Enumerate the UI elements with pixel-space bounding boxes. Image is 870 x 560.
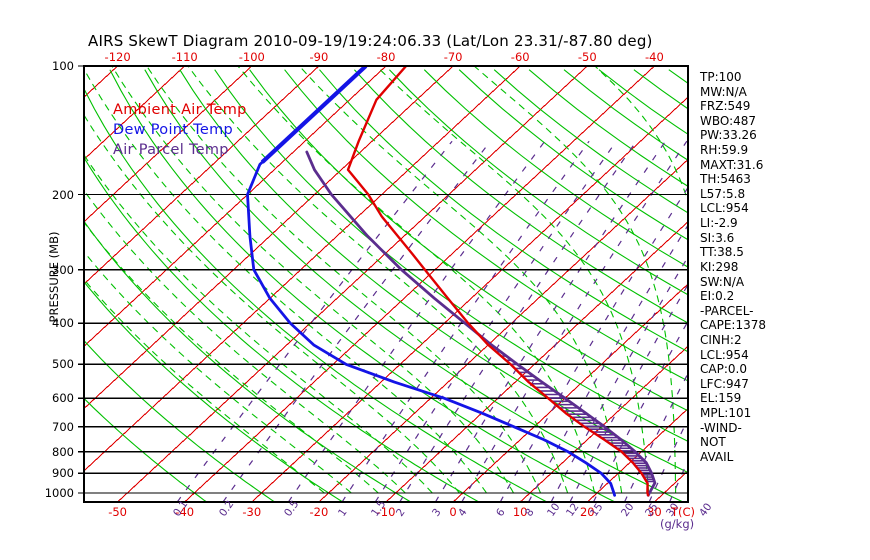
- sounding-index-row: MPL:101: [700, 406, 752, 421]
- mixing-ratio-axis-title: (g/kg): [660, 517, 695, 531]
- pressure-tick: 1000: [44, 486, 74, 500]
- legend-dew-point-temp: Dew Point Temp: [113, 122, 234, 138]
- sounding-index-row: LFC:947: [700, 376, 749, 391]
- bottom-temp-tick: 0: [449, 505, 457, 519]
- sounding-index-row: CINH:2: [700, 332, 742, 347]
- top-temp-tick: -60: [510, 50, 530, 64]
- sounding-index-row: TH:5463: [700, 172, 751, 187]
- sounding-index-row: AVAIL: [700, 449, 734, 464]
- pressure-tick: 200: [52, 187, 74, 202]
- top-temp-tick: -50: [577, 50, 597, 64]
- sounding-index-row: KI:298: [700, 259, 739, 274]
- sounding-index-row: EI:0.2: [700, 289, 735, 304]
- top-temp-tick: -80: [376, 50, 396, 64]
- top-temp-tick: -100: [238, 50, 265, 64]
- sounding-index-row: SW:N/A: [700, 274, 745, 289]
- sounding-index-row: LI:-2.9: [700, 216, 738, 231]
- page-title: AIRS SkewT Diagram 2010-09-19/19:24:06.3…: [88, 32, 653, 50]
- top-temp-tick: -70: [443, 50, 463, 64]
- sounding-index-row: PW:33.26: [700, 128, 757, 143]
- bottom-temp-tick: -20: [309, 505, 329, 519]
- sounding-index-row: -PARCEL-: [700, 303, 754, 318]
- sounding-index-row: FRZ:549: [700, 99, 751, 114]
- sounding-index-row: L57:5.8: [700, 186, 746, 201]
- pressure-tick: 800: [52, 444, 74, 459]
- legend-ambient-air-temp: Ambient Air Temp: [113, 102, 247, 118]
- top-temp-tick: -40: [644, 50, 664, 64]
- bottom-temp-tick: -30: [242, 505, 262, 519]
- bottom-temp-tick: -50: [108, 505, 127, 519]
- sounding-index-row: NOT: [700, 435, 726, 450]
- temperature-axis-title: T(C): [671, 505, 696, 519]
- pressure-tick: 900: [52, 466, 74, 481]
- bottom-temp-tick: 10: [512, 505, 528, 519]
- top-temp-tick: -120: [104, 50, 131, 64]
- sounding-index-row: EL:159: [700, 391, 742, 406]
- sounding-index-row: LCL:954: [700, 347, 749, 362]
- sounding-index-row: MW:N/A: [700, 84, 747, 99]
- sounding-index-row: CAPE:1378: [700, 318, 766, 333]
- pressure-tick: 300: [52, 262, 74, 277]
- sounding-index-row: MAXT:31.6: [700, 157, 764, 172]
- top-temp-tick: -90: [309, 50, 329, 64]
- legend-air-parcel-temp: Air Parcel Temp: [113, 142, 229, 158]
- bottom-temp-tick: -10: [376, 505, 396, 519]
- pressure-tick: 600: [52, 391, 74, 406]
- sounding-index-row: RH:59.9: [700, 143, 749, 158]
- pressure-tick: 100: [52, 59, 74, 73]
- sounding-indices-panel: TP:100 MW:N/A FRZ:549 WBO:487 PW:33.26 RH:59.…: [700, 70, 766, 464]
- sounding-index-row: -WIND-: [700, 420, 742, 435]
- pressure-tick: 400: [52, 316, 74, 331]
- pressure-tick: 500: [52, 357, 74, 372]
- top-temp-tick: -110: [171, 50, 198, 64]
- pressure-axis-title: PRESSURE (MB): [47, 231, 61, 323]
- sounding-index-row: TT:38.5: [700, 245, 744, 260]
- bottom-temp-tick: -40: [175, 505, 195, 519]
- sounding-index-row: CAP:0.0: [700, 362, 747, 377]
- sounding-index-row: WBO:487: [700, 113, 757, 128]
- bottom-temp-tick: 20: [579, 505, 595, 519]
- sounding-index-row: TP:100: [700, 70, 742, 84]
- sounding-index-row: LCL:954: [700, 201, 749, 216]
- bottom-temp-tick: 30: [647, 505, 662, 519]
- pressure-tick: 700: [52, 419, 74, 434]
- sounding-index-row: SI:3.6: [700, 230, 735, 245]
